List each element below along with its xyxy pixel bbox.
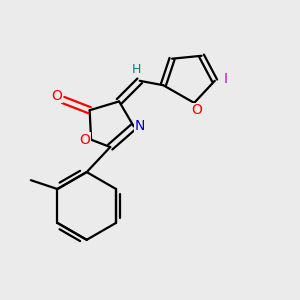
Text: I: I — [224, 72, 228, 86]
Text: O: O — [51, 88, 62, 103]
Text: N: N — [135, 119, 146, 134]
Text: O: O — [79, 133, 90, 147]
Text: H: H — [132, 63, 141, 76]
Text: O: O — [192, 103, 203, 117]
